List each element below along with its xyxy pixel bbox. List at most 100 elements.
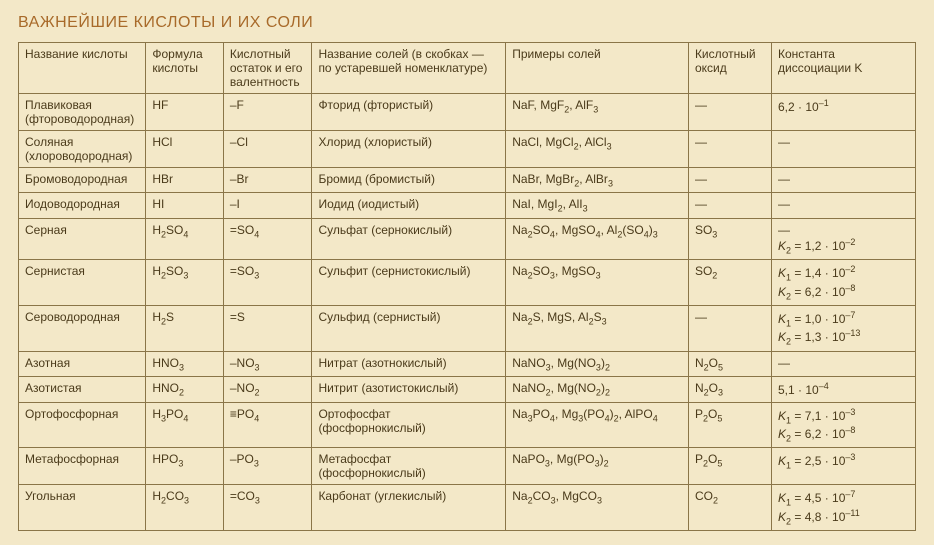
cell-formula: HNO3 [146,351,224,376]
cell-k: — [771,131,915,168]
cell-name: Бромоводородная [19,168,146,193]
cell-name: Серная [19,218,146,259]
cell-name: Сернистая [19,260,146,306]
cell-formula: HBr [146,168,224,193]
cell-formula: H2S [146,305,224,351]
cell-residue: –Cl [223,131,312,168]
cell-salt-name: Хлорид (хлористый) [312,131,506,168]
cell-residue: –NO3 [223,351,312,376]
cell-name: Метафосфорная [19,448,146,485]
cell-residue: =SO4 [223,218,312,259]
cell-salt-name: Бромид (бромистый) [312,168,506,193]
cell-examples: NaF, MgF2, AlF3 [506,94,689,131]
cell-name: Плавиковая (фтороводородная) [19,94,146,131]
cell-formula: H2SO3 [146,260,224,306]
cell-oxide: N2O3 [688,377,771,402]
table-row: УгольнаяH2CO3=CO3Карбонат (углекислый)Na… [19,485,916,531]
cell-salt-name: Карбонат (углекислый) [312,485,506,531]
col-k: Константа диссоциации K [771,43,915,94]
cell-k: 5,1 · 10–4 [771,377,915,402]
acids-table: Название кислоты Формула кислоты Кислотн… [18,42,916,531]
cell-oxide: — [688,168,771,193]
cell-examples: NaBr, MgBr2, AlBr3 [506,168,689,193]
table-row: БромоводороднаяHBr–BrБромид (бромистый)N… [19,168,916,193]
cell-oxide: CO2 [688,485,771,531]
cell-examples: NaNO3, Mg(NO3)2 [506,351,689,376]
cell-k: K1 = 1,4 · 10–2K2 = 6,2 · 10–8 [771,260,915,306]
cell-name: Соляная (хлороводородная) [19,131,146,168]
cell-name: Ортофосфорная [19,402,146,448]
cell-name: Азотная [19,351,146,376]
cell-formula: HI [146,193,224,218]
table-row: СернаяH2SO4=SO4Сульфат (сернокислый)Na2S… [19,218,916,259]
cell-residue: =CO3 [223,485,312,531]
cell-formula: H2CO3 [146,485,224,531]
cell-oxide: — [688,193,771,218]
cell-oxide: — [688,94,771,131]
table-row: Соляная (хлороводородная)HCl–ClХлорид (х… [19,131,916,168]
cell-examples: NaNO2, Mg(NO2)2 [506,377,689,402]
cell-examples: Na2S, MgS, Al2S3 [506,305,689,351]
cell-oxide: N2O5 [688,351,771,376]
cell-salt-name: Сульфит (сернистокислый) [312,260,506,306]
table-header-row: Название кислоты Формула кислоты Кислотн… [19,43,916,94]
cell-salt-name: Метафосфат (фосфорнокислый) [312,448,506,485]
table-row: АзотнаяHNO3–NO3Нитрат (азотнокислый)NaNO… [19,351,916,376]
col-oxide: Кислотный оксид [688,43,771,94]
cell-examples: NaPO3, Mg(PO3)2 [506,448,689,485]
table-row: МетафосфорнаяHPO3–PO3Метафосфат (фосфорн… [19,448,916,485]
cell-name: Угольная [19,485,146,531]
cell-k: 6,2 · 10–1 [771,94,915,131]
cell-examples: Na2SO4, MgSO4, Al2(SO4)3 [506,218,689,259]
col-name: Название кислоты [19,43,146,94]
cell-oxide: P2O5 [688,448,771,485]
cell-k: —K2 = 1,2 · 10–2 [771,218,915,259]
cell-formula: HPO3 [146,448,224,485]
cell-oxide: SO2 [688,260,771,306]
cell-formula: H2SO4 [146,218,224,259]
table-row: ИодоводороднаяHI–IИодид (иодистый)NaI, M… [19,193,916,218]
cell-k: K1 = 2,5 · 10–3 [771,448,915,485]
col-formula: Формула кислоты [146,43,224,94]
cell-residue: =S [223,305,312,351]
page-title: ВАЖНЕЙШИЕ КИСЛОТЫ И ИХ СОЛИ [18,14,916,32]
table-row: СероводороднаяH2S=SСульфид (сернистый)Na… [19,305,916,351]
cell-salt-name: Фторид (фтористый) [312,94,506,131]
col-residue: Кислотный остаток и его валентность [223,43,312,94]
cell-examples: Na2SO3, MgSO3 [506,260,689,306]
cell-k: — [771,168,915,193]
cell-salt-name: Иодид (иодистый) [312,193,506,218]
cell-salt-name: Нитрат (азотнокислый) [312,351,506,376]
table-row: ОртофосфорнаяH3PO4≡PO4Ортофосфат (фосфор… [19,402,916,448]
cell-residue: –I [223,193,312,218]
cell-residue: –F [223,94,312,131]
cell-salt-name: Ортофосфат (фосфорнокислый) [312,402,506,448]
cell-k: K1 = 7,1 · 10–3K2 = 6,2 · 10–8 [771,402,915,448]
cell-examples: Na2CO3, MgCO3 [506,485,689,531]
cell-formula: HCl [146,131,224,168]
table-row: Плавиковая (фтороводородная)HF–FФторид (… [19,94,916,131]
cell-examples: Na3PO4, Mg3(PO4)2, AlPO4 [506,402,689,448]
cell-k: — [771,193,915,218]
cell-salt-name: Нитрит (азотистокислый) [312,377,506,402]
cell-examples: NaI, MgI2, AlI3 [506,193,689,218]
col-examples: Примеры солей [506,43,689,94]
cell-oxide: — [688,305,771,351]
cell-formula: HNO2 [146,377,224,402]
cell-salt-name: Сульфид (сернистый) [312,305,506,351]
cell-examples: NaCl, MgCl2, AlCl3 [506,131,689,168]
cell-oxide: P2O5 [688,402,771,448]
cell-name: Азотистая [19,377,146,402]
cell-residue: –PO3 [223,448,312,485]
cell-residue: –Br [223,168,312,193]
cell-k: K1 = 1,0 · 10–7K2 = 1,3 · 10–13 [771,305,915,351]
cell-formula: H3PO4 [146,402,224,448]
table-row: АзотистаяHNO2–NO2Нитрит (азотистокислый)… [19,377,916,402]
cell-formula: HF [146,94,224,131]
cell-residue: =SO3 [223,260,312,306]
cell-residue: ≡PO4 [223,402,312,448]
cell-oxide: — [688,131,771,168]
cell-k: — [771,351,915,376]
cell-k: K1 = 4,5 · 10–7K2 = 4,8 · 10–11 [771,485,915,531]
cell-name: Сероводородная [19,305,146,351]
